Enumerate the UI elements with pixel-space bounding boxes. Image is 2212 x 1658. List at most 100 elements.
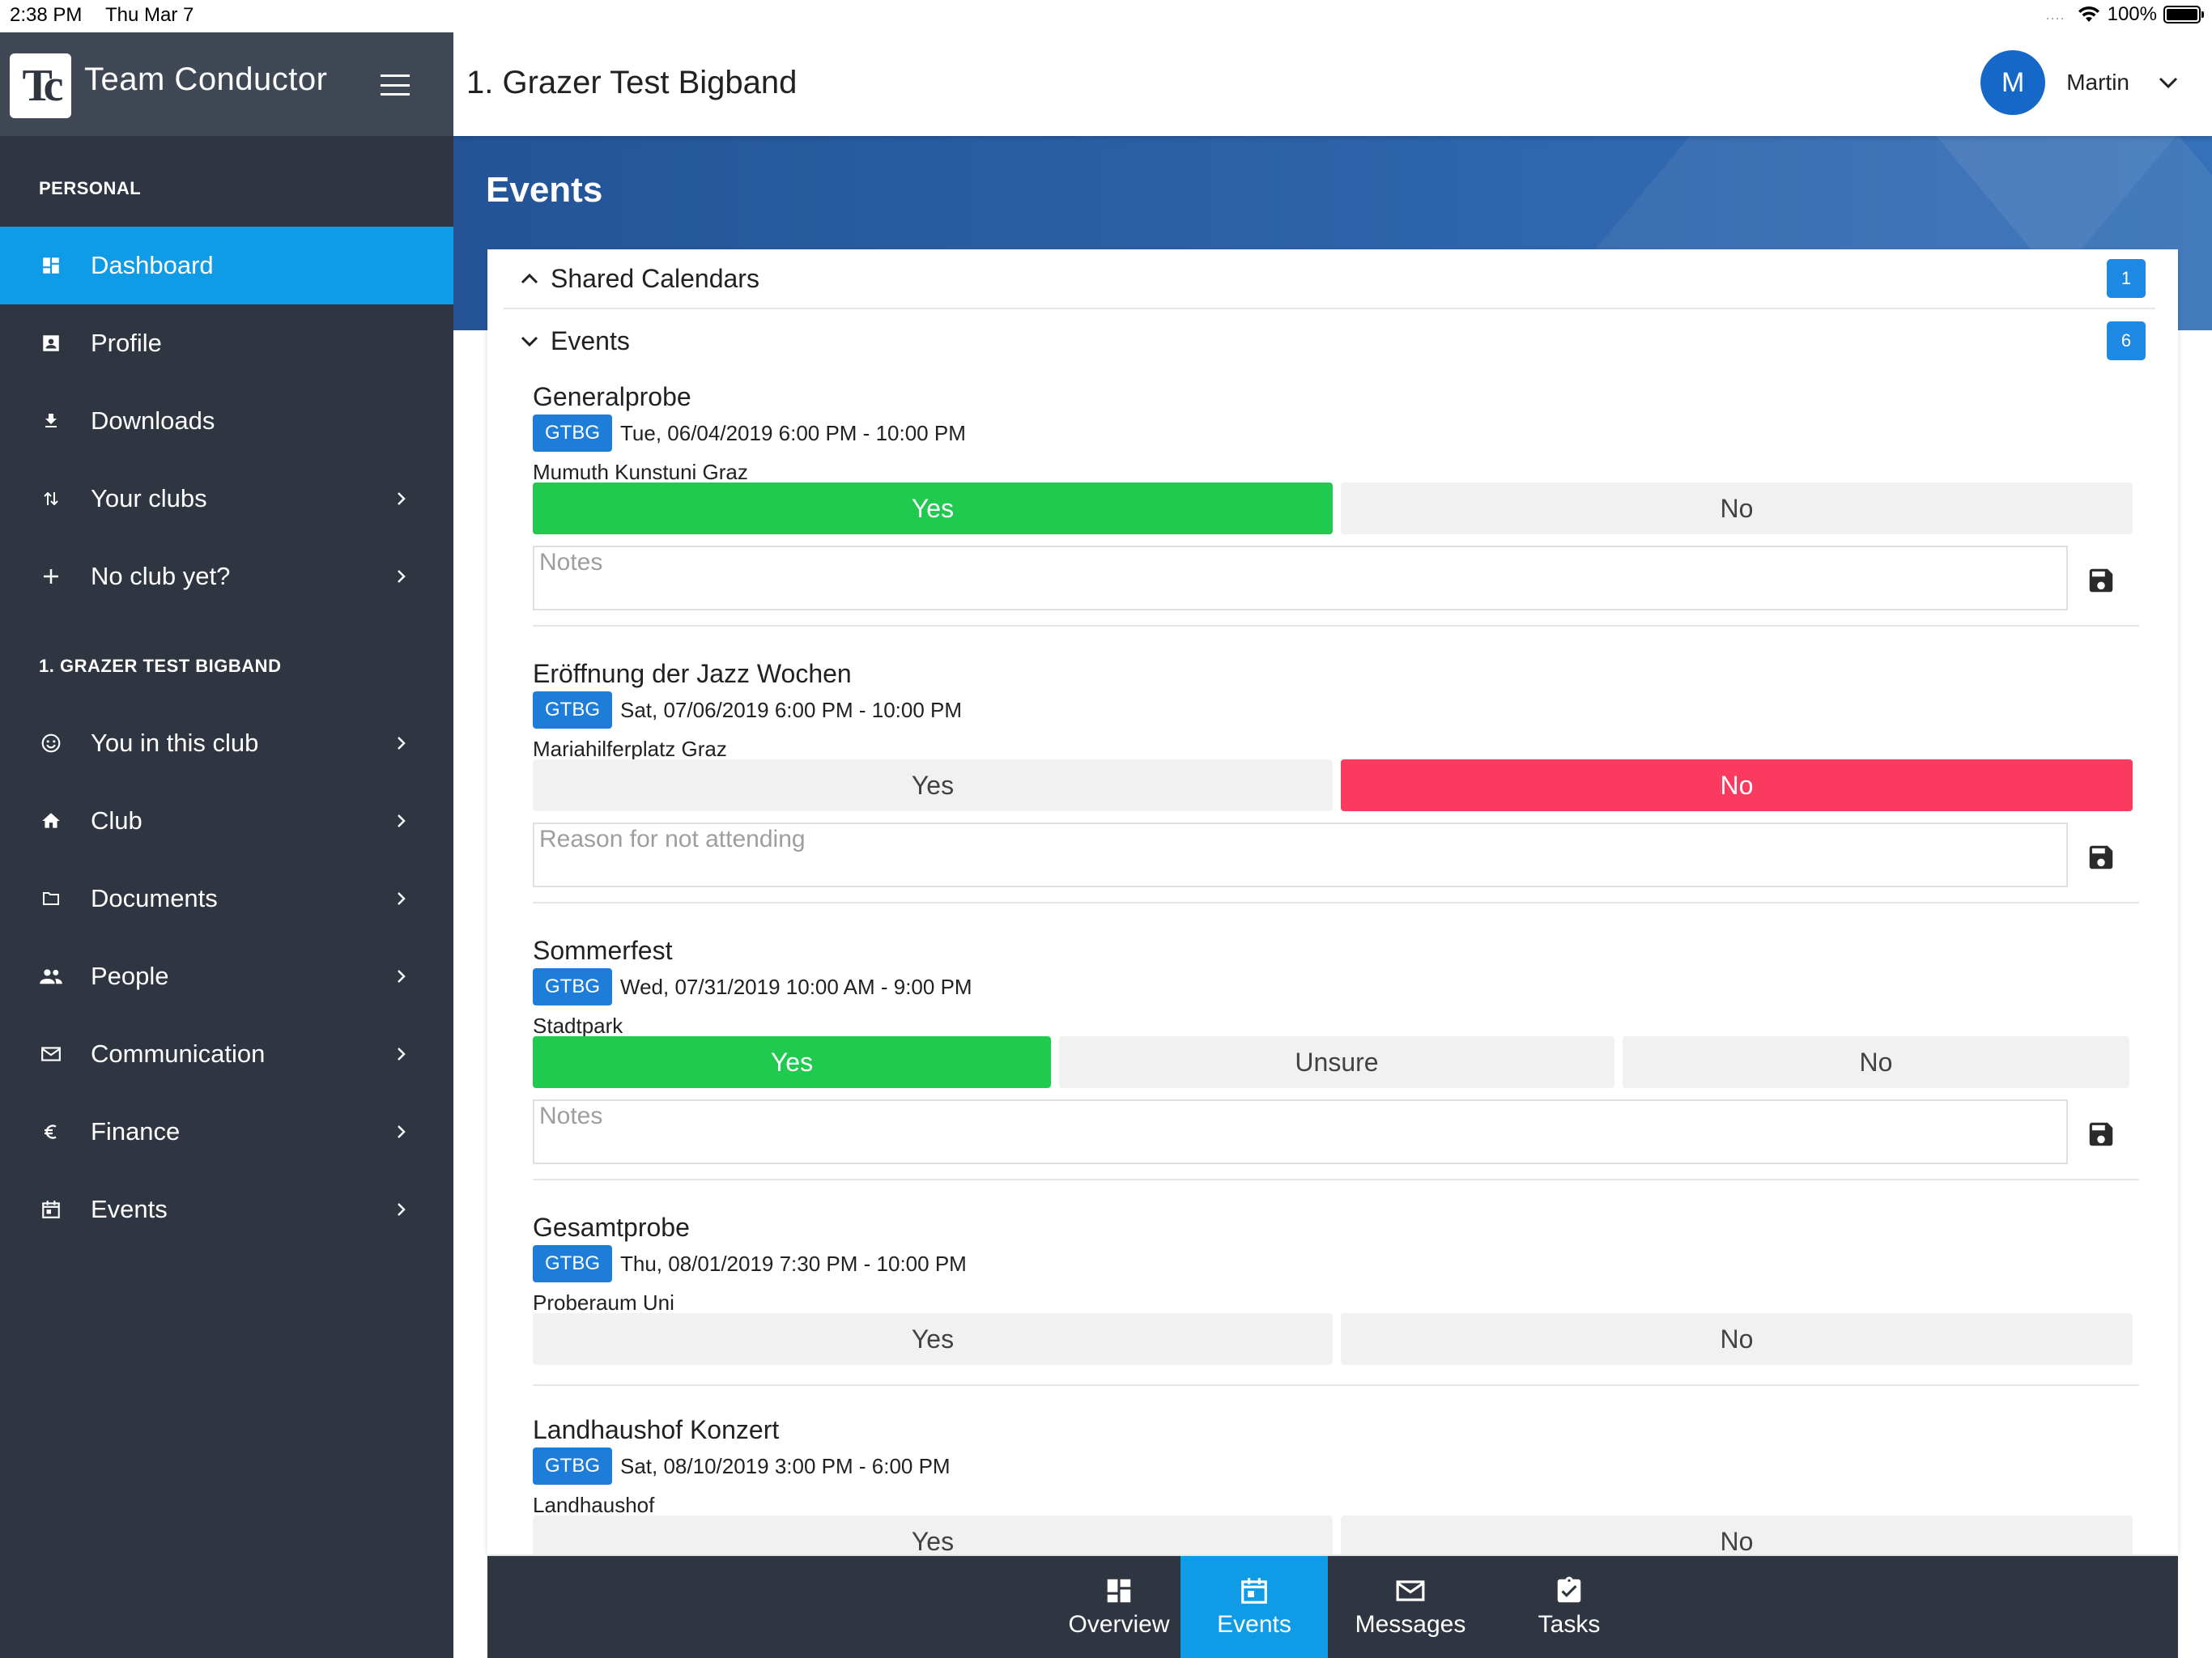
menu-icon[interactable] [381,74,410,96]
save-icon[interactable] [2086,565,2116,596]
chevron-right-icon [393,891,410,907]
sidebar-item-your-clubs[interactable]: Your clubs [0,460,453,538]
notes-input[interactable] [533,1099,2068,1164]
sidebar-item-label: People [91,962,169,990]
smile-icon [39,731,63,755]
sidebar-header: Tc Team Conductor [0,32,453,136]
notes-input[interactable] [533,546,2068,610]
shared-calendars-count-badge: 1 [2107,259,2146,298]
club-badge: GTBG [533,1245,612,1282]
event-date: Sat, 07/06/2019 6:00 PM - 10:00 PM [620,698,963,722]
sidebar-item-finance[interactable]: Finance [0,1093,453,1171]
dashboard-icon [39,253,63,278]
chevron-right-icon [393,568,410,585]
user-name: Martin [2066,70,2129,95]
yes-button[interactable]: Yes [533,483,1333,534]
app-title: Team Conductor [84,62,328,97]
sidebar-item-label: Communication [91,1039,266,1068]
attendance-choices: Yes No [533,1516,2141,1554]
sidebar-item-label: Your clubs [91,484,207,512]
club-title: 1. Grazer Test Bigband [466,65,798,100]
user-menu[interactable]: M Martin [1980,50,2180,115]
yes-button[interactable]: Yes [533,1036,1051,1088]
overview-icon [1107,1579,1131,1603]
profile-icon [39,331,63,355]
club-badge: GTBG [533,691,612,729]
event-location: Stadtpark [533,1014,623,1038]
event-location: Landhaushof [533,1493,655,1517]
unsure-button[interactable]: Unsure [1059,1036,1614,1088]
clubs-icon [39,487,63,511]
status-bar: 2:38 PM Thu Mar 7 .... 100% [0,0,2212,32]
save-icon[interactable] [2086,1119,2116,1150]
no-button[interactable]: No [1341,1516,2133,1554]
personal-nav: Dashboard Profile Downloads Your clubs [0,227,453,615]
club-badge: GTBG [533,414,612,452]
event-name: Landhaushof Konzert [533,1415,780,1444]
signal-dots: .... [2045,6,2065,23]
sidebar-item-label: Club [91,806,143,835]
home-icon [39,809,63,833]
top-header: 1. Grazer Test Bigband M Martin [453,32,2212,136]
no-button[interactable]: No [1623,1036,2129,1088]
chevron-right-icon [393,1046,410,1062]
club-badge: GTBG [533,968,612,1005]
event-name: Eröffnung der Jazz Wochen [533,659,852,688]
tab-overview[interactable]: Overview [1038,1556,1200,1658]
sidebar-item-documents[interactable]: Documents [0,860,453,937]
no-button[interactable]: No [1341,759,2133,811]
events-card: Shared Calendars 1 Events 6 Generalprobe… [487,249,2178,1554]
yes-button[interactable]: Yes [533,1313,1333,1365]
shared-calendars-toggle[interactable]: Shared Calendars 1 [504,249,2155,309]
club-nav: You in this club Club Documents [0,704,453,1248]
tab-messages[interactable]: Messages [1329,1556,1491,1658]
events-toggle[interactable]: Events 6 [504,311,2155,371]
calendar-icon [39,1197,63,1222]
tab-tasks[interactable]: Tasks [1488,1556,1650,1658]
tab-label: Tasks [1538,1611,1601,1638]
sidebar-item-people[interactable]: People [0,937,453,1015]
no-button[interactable]: No [1341,483,2133,534]
sidebar-item-no-club-yet[interactable]: No club yet? [0,538,453,615]
sidebar-item-communication[interactable]: Communication [0,1015,453,1093]
yes-button[interactable]: Yes [533,1516,1333,1554]
sidebar-item-label: Finance [91,1117,181,1146]
tab-events[interactable]: Events [1180,1556,1328,1658]
sidebar-item-label: You in this club [91,729,259,757]
avatar: M [1980,50,2046,115]
status-time: 2:38 PM [10,4,83,26]
tab-label: Messages [1355,1611,1466,1638]
sidebar-item-you-in-this-club[interactable]: You in this club [0,704,453,782]
reason-input[interactable] [533,823,2068,887]
chevron-right-icon [393,1124,410,1140]
chevron-down-icon [2159,77,2178,89]
attendance-choices: Yes Unsure No [533,1036,2138,1088]
event-date: Tue, 06/04/2019 6:00 PM - 10:00 PM [620,421,966,445]
event-date: Wed, 07/31/2019 10:00 AM - 9:00 PM [620,975,972,999]
sidebar-item-label: Documents [91,884,218,912]
download-icon [39,409,63,433]
no-button[interactable]: No [1341,1313,2133,1365]
sidebar-item-label: Downloads [91,406,215,435]
sidebar-item-events[interactable]: Events [0,1171,453,1248]
battery-icon [2163,6,2204,23]
sidebar-item-profile[interactable]: Profile [0,304,453,382]
yes-button[interactable]: Yes [533,759,1333,811]
sidebar-item-label: No club yet? [91,562,231,590]
sidebar-item-downloads[interactable]: Downloads [0,382,453,460]
people-icon [39,964,63,988]
sidebar-item-label: Events [91,1195,168,1223]
chevron-up-icon [521,273,538,284]
sidebar-item-club[interactable]: Club [0,782,453,860]
chevron-right-icon [393,491,410,507]
euro-icon [39,1120,63,1144]
shared-calendars-title: Shared Calendars [551,263,759,293]
sidebar-item-dashboard[interactable]: Dashboard [0,227,453,304]
sidebar-item-label: Profile [91,329,162,357]
status-date: Thu Mar 7 [105,4,194,26]
folder-icon [39,886,63,911]
save-icon[interactable] [2086,842,2116,873]
mail-icon [39,1042,63,1066]
sidebar-item-label: Dashboard [91,251,214,279]
event-name: Sommerfest [533,936,673,965]
